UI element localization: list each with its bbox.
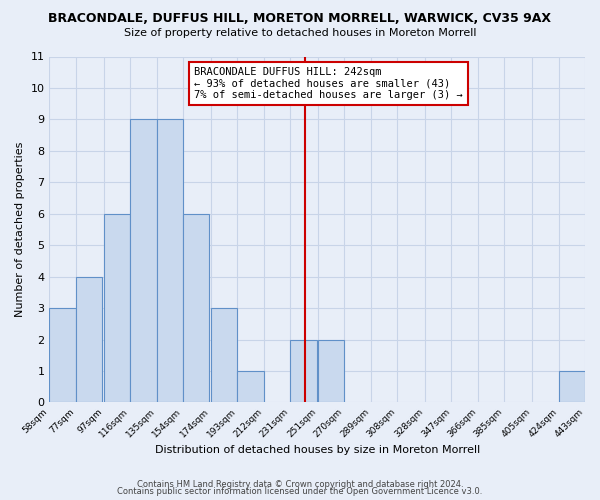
- Bar: [49, 308, 76, 402]
- Text: Size of property relative to detached houses in Moreton Morrell: Size of property relative to detached ho…: [124, 28, 476, 38]
- Text: Contains HM Land Registry data © Crown copyright and database right 2024.: Contains HM Land Registry data © Crown c…: [137, 480, 463, 489]
- Bar: [104, 214, 130, 402]
- Text: Contains public sector information licensed under the Open Government Licence v3: Contains public sector information licen…: [118, 487, 482, 496]
- Bar: [130, 120, 157, 403]
- Bar: [290, 340, 317, 402]
- Y-axis label: Number of detached properties: Number of detached properties: [15, 142, 25, 317]
- Bar: [211, 308, 237, 402]
- Bar: [559, 371, 585, 402]
- Text: BRACONDALE DUFFUS HILL: 242sqm
← 93% of detached houses are smaller (43)
7% of s: BRACONDALE DUFFUS HILL: 242sqm ← 93% of …: [194, 67, 463, 100]
- Bar: [318, 340, 344, 402]
- Bar: [76, 276, 102, 402]
- X-axis label: Distribution of detached houses by size in Moreton Morrell: Distribution of detached houses by size …: [155, 445, 480, 455]
- Text: BRACONDALE, DUFFUS HILL, MORETON MORRELL, WARWICK, CV35 9AX: BRACONDALE, DUFFUS HILL, MORETON MORRELL…: [49, 12, 551, 26]
- Bar: [237, 371, 263, 402]
- Bar: [157, 120, 183, 403]
- Bar: [183, 214, 209, 402]
